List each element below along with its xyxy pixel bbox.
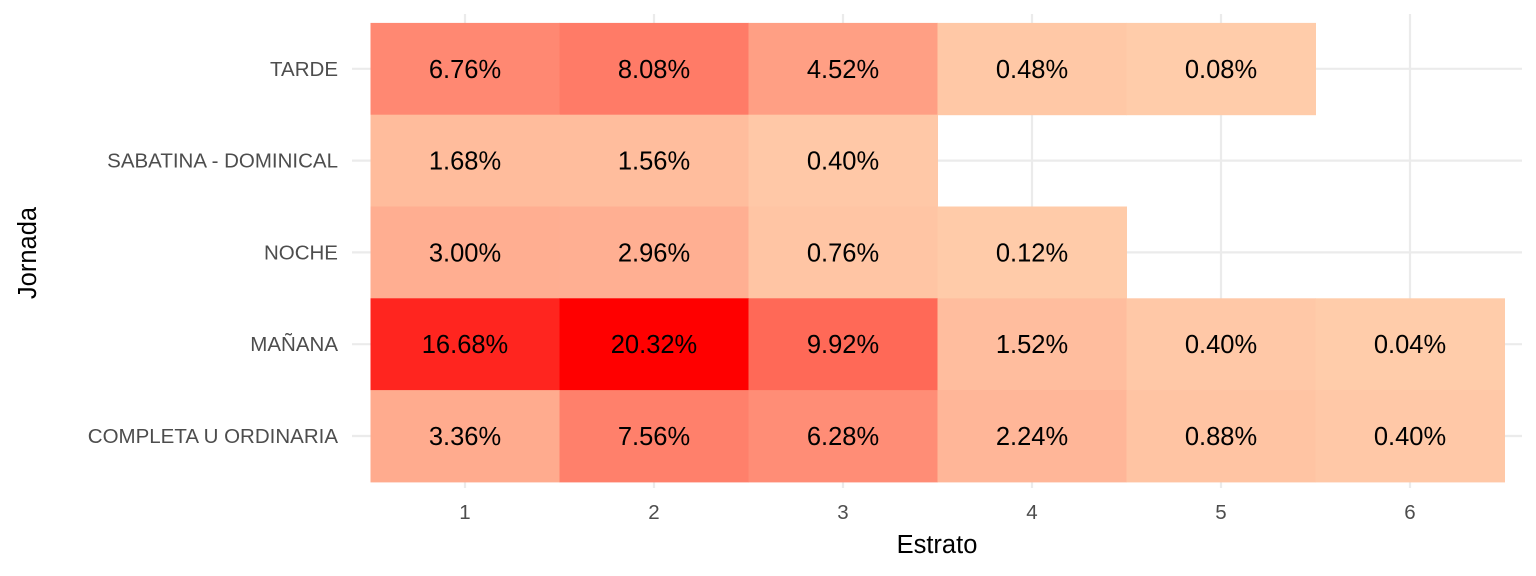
heatmap-cell (937, 298, 1127, 391)
x-axis-tick-labels: 1 2 3 4 5 6 (459, 501, 1415, 524)
cell-labels: 6.76% 8.08% 4.52% 0.48% 0.08% 1.68% 1.56% 0.40%… (422, 56, 1446, 451)
heatmap-cell (1315, 298, 1505, 391)
cell-label: 3.36% (429, 423, 501, 451)
x-tick-label: 4 (1026, 501, 1037, 524)
cell-label: 4.52% (807, 56, 879, 84)
heatmap-cell (937, 390, 1127, 483)
x-tick-label: 2 (648, 501, 659, 524)
cell-label: 0.04% (1374, 331, 1446, 359)
cell-label: 0.12% (996, 239, 1068, 267)
heatmap-cell (748, 390, 938, 483)
cell-label: 16.68% (422, 331, 509, 359)
heatmap-cell (559, 22, 749, 116)
cell-label: 0.40% (1185, 331, 1257, 359)
heatmap-cell (370, 390, 560, 483)
cell-label: 20.32% (611, 331, 698, 359)
cell-label: 0.88% (1185, 423, 1257, 451)
cell-label: 0.48% (996, 56, 1068, 84)
heatmap-cell (559, 390, 749, 483)
heatmap-cell (559, 298, 749, 391)
y-axis-title: Jornada (14, 206, 42, 299)
heatmap-cell (1126, 22, 1316, 116)
x-axis-title: Estrato (897, 531, 978, 559)
heatmap-cell (559, 114, 749, 207)
x-tick-label: 1 (459, 501, 470, 524)
heatmap-cell (748, 298, 938, 391)
cell-label: 6.28% (807, 423, 879, 451)
heatmap-cell (370, 114, 560, 207)
y-tick-label: MAÑANA (250, 333, 338, 356)
cell-label: 3.00% (429, 239, 501, 267)
heatmap-cell (748, 114, 938, 207)
heatmap-cell (370, 206, 560, 299)
cell-label: 9.92% (807, 331, 879, 359)
y-axis-tick-labels: COMPLETA U ORDINARIA MAÑANA NOCHE SABATINA … (88, 58, 339, 448)
heatmap-cell (748, 22, 938, 116)
cell-label: 0.40% (807, 148, 879, 176)
x-tick-label: 3 (837, 501, 848, 524)
cell-label: 2.24% (996, 423, 1068, 451)
heatmap-cell (748, 206, 938, 299)
heatmap-cell (370, 298, 560, 391)
heatmap-cell (1126, 390, 1316, 483)
cell-label: 0.76% (807, 239, 879, 267)
y-tick-label: TARDE (270, 58, 338, 81)
cell-label: 1.68% (429, 148, 501, 176)
y-tick-label: COMPLETA U ORDINARIA (88, 425, 339, 448)
x-tick-label: 5 (1215, 501, 1226, 524)
cell-label: 8.08% (618, 56, 690, 84)
heatmap-cell (559, 206, 749, 299)
x-tick-label: 6 (1404, 501, 1415, 524)
cell-label: 0.40% (1374, 423, 1446, 451)
heatmap-cell (1126, 298, 1316, 391)
cell-label: 1.52% (996, 331, 1068, 359)
cell-label: 2.96% (618, 239, 690, 267)
heatmap-cell (370, 22, 560, 116)
cell-label: 6.76% (429, 56, 501, 84)
heatmap-cell (937, 206, 1127, 299)
heatmap-cell (1315, 390, 1505, 483)
cell-label: 1.56% (618, 148, 690, 176)
heatmap-cell (937, 22, 1127, 116)
heatmap-cells (370, 22, 1505, 483)
y-tick-label: NOCHE (264, 241, 338, 264)
y-tick-label: SABATINA - DOMINICAL (107, 150, 338, 173)
cell-label: 7.56% (618, 423, 690, 451)
cell-label: 0.08% (1185, 56, 1257, 84)
